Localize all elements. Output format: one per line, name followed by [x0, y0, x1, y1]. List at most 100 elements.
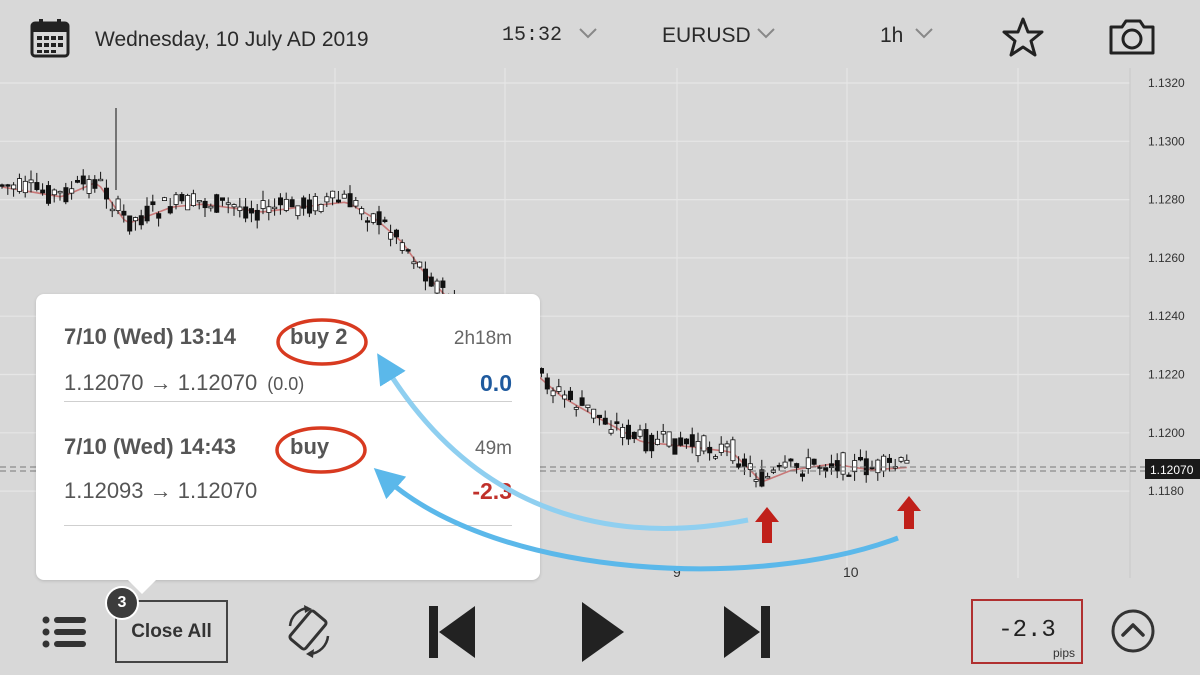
candle-body: [713, 456, 719, 459]
candle-body: [834, 460, 840, 472]
symbol-selector[interactable]: EURUSD: [662, 24, 751, 47]
candle-body: [678, 437, 684, 446]
rotate-icon[interactable]: [282, 604, 336, 663]
candle-body: [440, 280, 446, 288]
candle-body: [701, 435, 707, 452]
candle-body: [800, 473, 806, 477]
candle-body: [295, 205, 301, 217]
candle-body: [718, 443, 724, 453]
candle-body: [144, 205, 150, 222]
trade-row[interactable]: 7/10 (Wed) 13:14 buy 2 2h18m 1.12070 → 1…: [64, 294, 512, 402]
candle-body: [573, 407, 579, 410]
candle-body: [98, 178, 104, 182]
candle-body: [811, 458, 817, 465]
candle-body: [829, 463, 835, 469]
x-tick-label: 10: [843, 564, 859, 580]
chevron-down-icon[interactable]: [578, 26, 598, 45]
candle-body: [202, 200, 208, 209]
candle-body: [219, 197, 225, 201]
candle-body: [881, 455, 887, 472]
candle-body: [742, 458, 748, 468]
candle-body: [602, 417, 608, 425]
candle-body: [364, 220, 370, 223]
candle-body: [852, 460, 858, 473]
candle-body: [330, 190, 336, 199]
trade-datetime: 7/10 (Wed) 13:14: [64, 324, 237, 349]
candle-body: [243, 206, 249, 219]
candle-body: [161, 197, 167, 201]
candle-body: [428, 276, 434, 287]
candle-body: [0, 184, 5, 187]
candle-body: [231, 204, 237, 208]
candle-body: [335, 199, 341, 203]
candle-body: [75, 179, 81, 183]
candle-body: [649, 434, 655, 452]
candle-body: [591, 408, 597, 419]
candle-body: [788, 458, 794, 462]
candle-body: [312, 196, 318, 212]
candle-body: [16, 178, 22, 192]
candle-body: [875, 459, 881, 474]
candle-body: [858, 456, 864, 461]
candle-body: [353, 200, 359, 207]
candle-body: [643, 429, 649, 452]
candle-body: [121, 210, 127, 216]
candle-body: [237, 206, 243, 212]
candle-body: [260, 200, 266, 209]
candle-body: [266, 206, 272, 213]
bottom-bar: Close All 3 -2.3 pips: [0, 586, 1200, 675]
candle-body: [898, 457, 904, 462]
candle-body: [370, 213, 376, 223]
candle-body: [22, 180, 28, 194]
date-label[interactable]: Wednesday, 10 July AD 2019: [95, 28, 369, 51]
candle-body: [422, 268, 428, 282]
trade-duration: 49m: [475, 438, 512, 459]
calendar-icon[interactable]: [30, 18, 70, 63]
skip-back-icon[interactable]: [427, 604, 477, 665]
candle-body: [672, 438, 678, 455]
candle-body: [388, 232, 394, 240]
current-price-tag: [1145, 459, 1200, 479]
candle-body: [399, 242, 405, 251]
chevron-up-circle-icon[interactable]: [1110, 608, 1156, 659]
x-tick-label: 9: [673, 564, 681, 580]
candle-body: [585, 404, 591, 408]
star-icon[interactable]: [1002, 16, 1044, 63]
candle-body: [544, 377, 550, 390]
candle-body: [539, 368, 545, 374]
candle-body: [411, 261, 417, 265]
candle-body: [86, 179, 92, 194]
candle-body: [637, 429, 643, 437]
total-pips-value: -2.3: [998, 617, 1056, 644]
top-bar: Wednesday, 10 July AD 2019 15:32 EURUSD …: [0, 0, 1200, 70]
camera-icon[interactable]: [1108, 18, 1156, 61]
candle-body: [887, 457, 893, 463]
chevron-down-icon[interactable]: [756, 26, 776, 45]
candle-body: [608, 429, 614, 434]
candle-body: [306, 199, 312, 214]
candle-body: [869, 466, 875, 470]
candle-body: [109, 208, 115, 212]
candle-body: [167, 206, 173, 214]
candle-body: [46, 185, 52, 204]
candle-body: [324, 196, 330, 203]
candle-body: [794, 463, 800, 468]
candle-body: [689, 434, 695, 447]
candle-body: [63, 187, 69, 203]
play-icon[interactable]: [580, 600, 626, 669]
skip-forward-icon[interactable]: [722, 604, 772, 665]
candle-body: [568, 390, 574, 401]
candle-body: [631, 431, 637, 439]
candle-body: [132, 217, 138, 222]
chevron-down-icon[interactable]: [914, 26, 934, 45]
candle-body: [28, 179, 34, 184]
list-icon[interactable]: [42, 615, 88, 654]
candle-body: [179, 194, 185, 202]
candle-body: [655, 438, 661, 445]
trade-row[interactable]: 7/10 (Wed) 14:43 buy 49m 1.12093 → 1.120…: [64, 418, 512, 526]
trade-pips: 0.0: [480, 370, 512, 396]
candle-body: [579, 397, 585, 406]
timeframe-selector[interactable]: 1h: [880, 24, 904, 47]
time-selector[interactable]: 15:32: [502, 24, 563, 47]
candle-body: [614, 421, 620, 425]
